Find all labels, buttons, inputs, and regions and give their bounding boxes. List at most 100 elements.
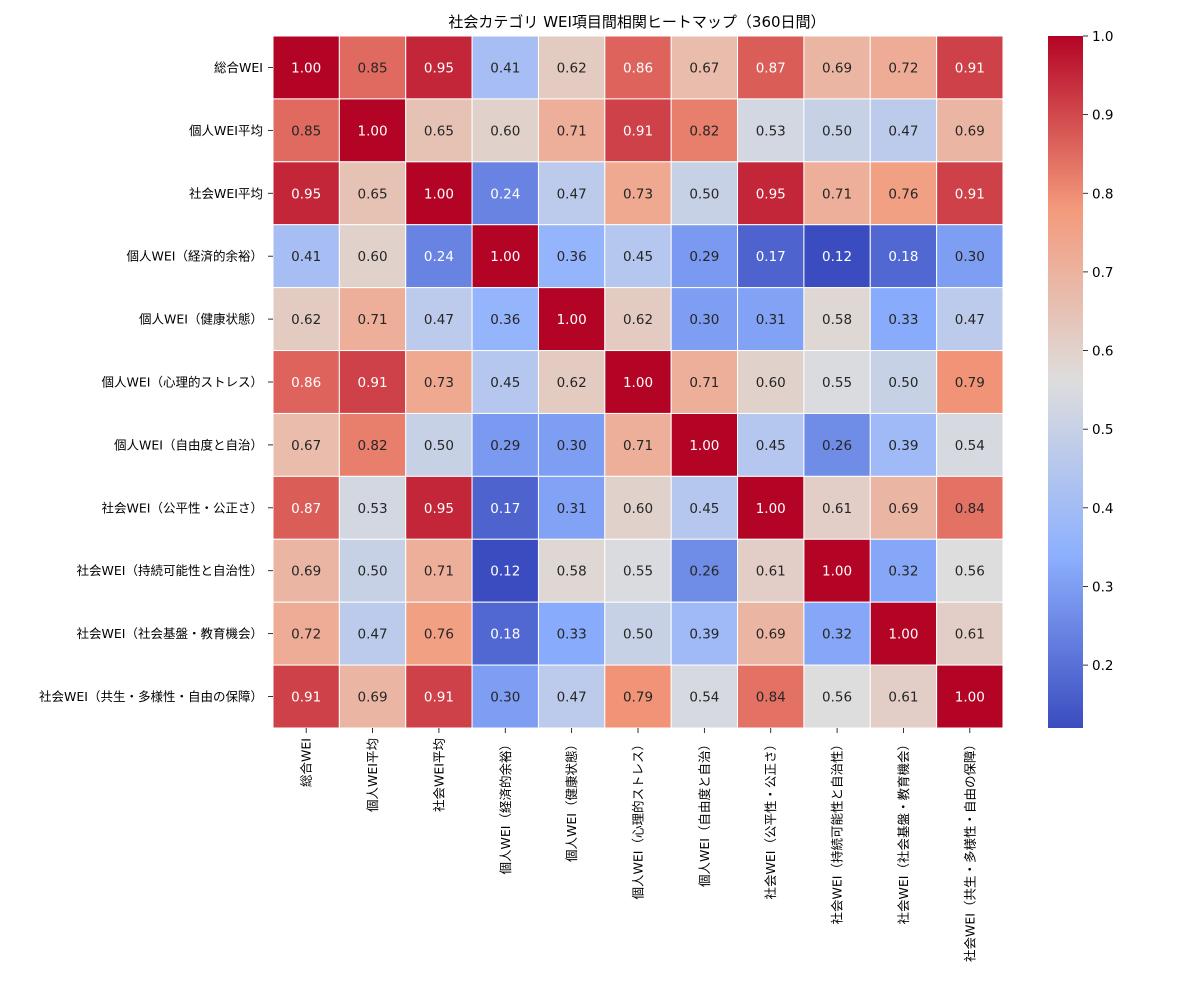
heatmap-cell bbox=[604, 664, 672, 729]
heatmap-cell bbox=[737, 35, 805, 100]
cell-value-label: 0.60 bbox=[623, 501, 653, 517]
heatmap-cell bbox=[803, 664, 871, 729]
heatmap-cell bbox=[803, 601, 871, 666]
heatmap-cell bbox=[338, 475, 407, 540]
heatmap-cell bbox=[670, 475, 739, 540]
heatmap-cell bbox=[604, 412, 672, 477]
colorbar-tick-label: 0.4 bbox=[1092, 501, 1113, 517]
colorbar-tick-label: 0.7 bbox=[1092, 265, 1113, 281]
heatmap-cell bbox=[869, 412, 938, 477]
cell-value-label: 0.86 bbox=[623, 60, 653, 76]
heatmap-cell bbox=[936, 35, 1004, 100]
cell-value-label: 1.00 bbox=[557, 312, 587, 328]
heatmap-cell bbox=[272, 98, 340, 163]
heatmap-cell bbox=[936, 412, 1004, 477]
cell-value-label: 0.95 bbox=[424, 501, 454, 517]
heatmap-cell bbox=[405, 538, 473, 603]
x-tick-label: 社会WEI（共生・多様性・自由の保障） bbox=[962, 738, 977, 962]
cell-value-label: 1.00 bbox=[623, 375, 653, 391]
cell-value-label: 0.65 bbox=[358, 186, 388, 202]
cell-value-label: 0.87 bbox=[291, 501, 321, 517]
heatmap-cell bbox=[272, 161, 340, 226]
cell-value-label: 0.61 bbox=[888, 690, 918, 706]
cell-value-label: 0.39 bbox=[689, 627, 719, 643]
cell-value-label: 0.50 bbox=[358, 564, 388, 580]
heatmap-cell bbox=[338, 35, 407, 100]
heatmap-cell bbox=[537, 98, 606, 163]
heatmap-cell bbox=[803, 224, 871, 289]
heatmap-cell bbox=[604, 538, 672, 603]
heatmap-cell bbox=[471, 475, 539, 540]
heatmap-cell bbox=[604, 287, 672, 352]
cell-value-label: 0.17 bbox=[490, 501, 520, 517]
y-tick-label: 個人WEI（自由度と自治） bbox=[114, 437, 263, 452]
heatmap-cell bbox=[272, 475, 340, 540]
heatmap-cell bbox=[737, 538, 805, 603]
heatmap-cell bbox=[737, 412, 805, 477]
heatmap-cell bbox=[869, 538, 938, 603]
cell-value-label: 0.71 bbox=[689, 375, 719, 391]
heatmap-cell bbox=[272, 350, 340, 414]
cell-value-label: 0.31 bbox=[557, 501, 587, 517]
heatmap-cell bbox=[803, 161, 871, 226]
y-tick-label: 総合WEI bbox=[214, 60, 263, 75]
cell-value-label: 0.60 bbox=[358, 249, 388, 265]
y-tick-label: 個人WEI平均 bbox=[189, 123, 263, 138]
heatmap-cell bbox=[936, 664, 1004, 729]
cell-value-label: 0.61 bbox=[822, 501, 852, 517]
cell-value-label: 0.69 bbox=[822, 60, 852, 76]
heatmap-cell bbox=[803, 538, 871, 603]
cell-value-label: 0.79 bbox=[955, 375, 985, 391]
heatmap-cell bbox=[670, 161, 739, 226]
cell-value-label: 0.26 bbox=[822, 438, 852, 454]
x-tick-label: 個人WEI（心理的ストレス） bbox=[631, 738, 646, 899]
cell-value-label: 0.62 bbox=[557, 60, 587, 76]
heatmap-cell bbox=[405, 224, 473, 289]
colorbar-tick-label: 0.3 bbox=[1092, 579, 1113, 595]
cell-value-label: 0.50 bbox=[623, 627, 653, 643]
cell-value-label: 0.95 bbox=[756, 186, 786, 202]
heatmap-cell bbox=[471, 412, 539, 477]
cell-value-label: 0.61 bbox=[756, 564, 786, 580]
x-tick-label: 総合WEI bbox=[299, 738, 314, 787]
cell-value-label: 0.76 bbox=[888, 186, 918, 202]
heatmap-cell bbox=[471, 224, 539, 289]
heatmap-cell bbox=[537, 161, 606, 226]
heatmap-cell bbox=[604, 475, 672, 540]
chart-title: 社会カテゴリ WEI項目間相関ヒートマップ（360日間） bbox=[448, 13, 825, 31]
x-tick-label: 社会WEI（公平性・公正さ） bbox=[763, 738, 778, 899]
cell-value-label: 0.18 bbox=[490, 627, 520, 643]
heatmap-cell bbox=[405, 664, 473, 729]
cell-value-label: 0.12 bbox=[490, 564, 520, 580]
colorbar-tick-label: 0.5 bbox=[1092, 422, 1113, 438]
heatmap-cell bbox=[338, 287, 407, 352]
cell-value-label: 0.69 bbox=[358, 690, 388, 706]
cell-value-label: 0.18 bbox=[888, 249, 918, 265]
heatmap-cell bbox=[604, 601, 672, 666]
heatmap-cell bbox=[338, 412, 407, 477]
cell-value-label: 1.00 bbox=[822, 564, 852, 580]
cell-value-label: 1.00 bbox=[490, 249, 520, 265]
heatmap-cell bbox=[338, 664, 407, 729]
cell-value-label: 0.58 bbox=[822, 312, 852, 328]
heatmap-cell bbox=[869, 35, 938, 100]
cell-value-label: 0.56 bbox=[955, 564, 985, 580]
cell-value-label: 0.24 bbox=[490, 186, 520, 202]
cell-value-label: 0.67 bbox=[291, 438, 321, 454]
colorbar-tick-label: 0.8 bbox=[1092, 186, 1113, 202]
cell-value-label: 0.69 bbox=[888, 501, 918, 517]
cell-value-label: 0.69 bbox=[756, 627, 786, 643]
heatmap-cell bbox=[670, 412, 739, 477]
y-tick-label: 個人WEI（心理的ストレス） bbox=[102, 375, 263, 390]
cell-value-label: 0.33 bbox=[557, 627, 587, 643]
cell-value-label: 0.95 bbox=[291, 186, 321, 202]
cell-value-label: 0.45 bbox=[490, 375, 520, 391]
cell-value-label: 0.32 bbox=[822, 627, 852, 643]
cell-value-label: 0.55 bbox=[822, 375, 852, 391]
heatmap-cell bbox=[537, 287, 606, 352]
cell-value-label: 0.71 bbox=[358, 312, 388, 328]
cell-value-label: 0.26 bbox=[689, 564, 719, 580]
cell-value-label: 0.62 bbox=[291, 312, 321, 328]
heatmap-cell bbox=[803, 287, 871, 352]
